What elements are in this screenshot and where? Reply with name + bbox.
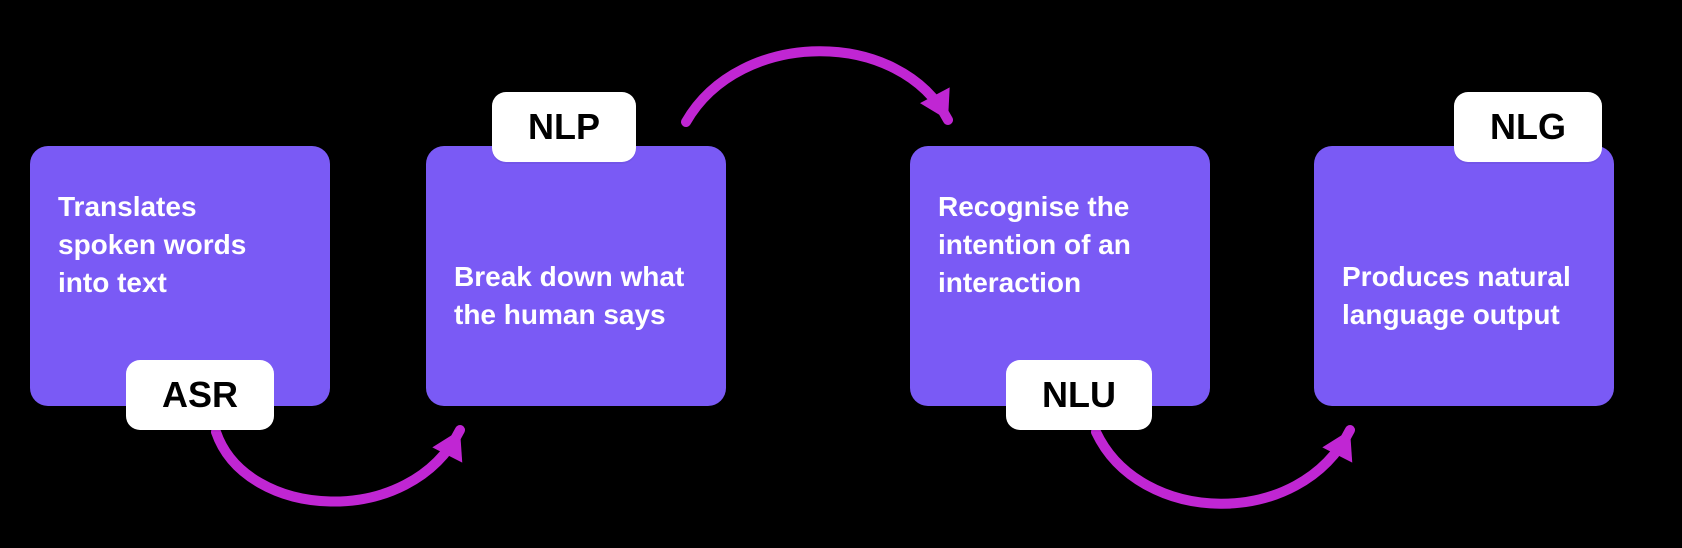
tag-asr: ASR [126, 360, 274, 430]
diagram-stage: Translates spoken words into text ASR Br… [0, 0, 1682, 548]
tag-nlp: NLP [492, 92, 636, 162]
tag-nlg: NLG [1454, 92, 1602, 162]
tag-nlu: NLU [1006, 360, 1152, 430]
card-nlp: Break down what the human says [426, 146, 726, 406]
card-nlg: Produces natural language output [1314, 146, 1614, 406]
card-nlp-text: Break down what the human says [454, 258, 698, 334]
card-nlu-text: Recognise the intention of an interactio… [938, 188, 1182, 301]
card-nlg-text: Produces natural language output [1342, 258, 1586, 334]
card-asr-text: Translates spoken words into text [58, 188, 302, 301]
